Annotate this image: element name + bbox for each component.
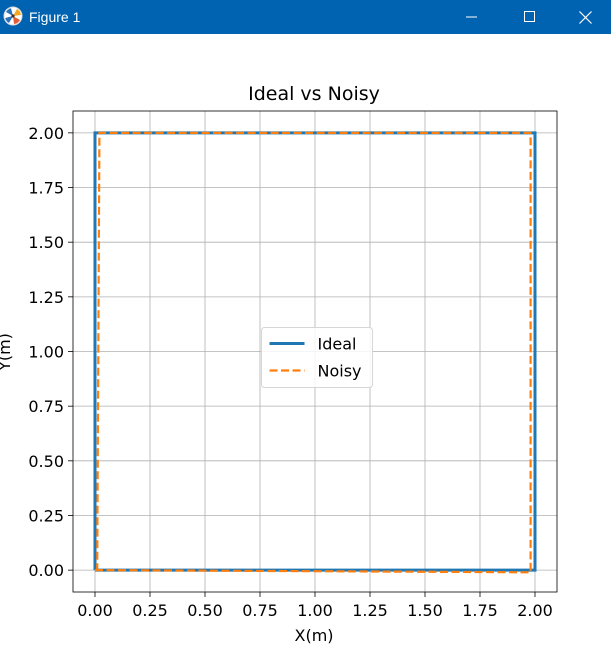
- x-tick-label: 0.75: [242, 601, 278, 620]
- legend-label-noisy: Noisy: [318, 362, 362, 381]
- x-tick-label: 0.00: [77, 601, 113, 620]
- window-titlebar[interactable]: Figure 1: [0, 0, 611, 34]
- series-line-ideal: [93, 131, 537, 572]
- y-tick-label: 1.00: [28, 343, 64, 362]
- y-tick-label: 0.50: [28, 452, 64, 471]
- window-title: Figure 1: [29, 9, 81, 25]
- matplotlib-figure-icon: [3, 6, 23, 26]
- series-group: [93, 131, 537, 574]
- y-tick-label: 1.25: [28, 288, 64, 307]
- figure-canvas: Ideal vs Noisy 0.00 0.25 0.50 0.75 1.00 1.25 1…: [0, 34, 611, 647]
- x-tick-label: 1.25: [352, 601, 388, 620]
- x-tick-label: 1.50: [407, 601, 443, 620]
- close-button[interactable]: [559, 0, 611, 34]
- minimize-button[interactable]: [443, 0, 501, 34]
- y-tick-label: 0.25: [28, 506, 64, 525]
- y-tick-label: 0.00: [28, 561, 64, 580]
- maximize-button[interactable]: [501, 0, 559, 34]
- ticks-group: 0.00 0.25 0.50 0.75 1.00 1.25 1.50 1.75 2.00 0.00…: [28, 124, 552, 620]
- legend: Ideal Noisy: [261, 327, 373, 388]
- legend-label-ideal: Ideal: [318, 335, 357, 354]
- x-tick-label: 2.00: [517, 601, 553, 620]
- series-line-noisy: [94, 131, 532, 574]
- x-tick-label: 0.50: [187, 601, 223, 620]
- line-chart: Ideal vs Noisy 0.00 0.25 0.50 0.75 1.00 1.25 1…: [0, 34, 611, 647]
- y-tick-label: 1.75: [28, 179, 64, 198]
- x-tick-label: 1.00: [297, 601, 333, 620]
- y-tick-label: 1.50: [28, 233, 64, 252]
- y-axis-label: Y(m): [0, 333, 14, 372]
- close-icon: [578, 10, 592, 24]
- x-axis-label: X(m): [294, 626, 333, 645]
- x-tick-label: 0.25: [132, 601, 168, 620]
- minimize-icon: [466, 11, 478, 23]
- x-tick-label: 1.75: [462, 601, 498, 620]
- chart-title: Ideal vs Noisy: [248, 83, 380, 105]
- y-tick-label: 0.75: [28, 397, 64, 416]
- maximize-icon: [524, 11, 536, 23]
- y-tick-label: 2.00: [28, 124, 64, 143]
